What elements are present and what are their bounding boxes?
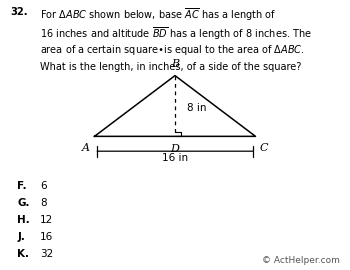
Text: 16: 16: [40, 232, 54, 242]
Text: 16 inches and altitude $\overline{BD}$ has a length of 8 inches. The: 16 inches and altitude $\overline{BD}$ h…: [40, 25, 312, 42]
Text: G.: G.: [18, 198, 30, 208]
Text: K.: K.: [18, 249, 29, 259]
Text: A: A: [82, 143, 90, 153]
Text: 8: 8: [40, 198, 47, 208]
Text: area of a certain square$\bullet$is equal to the area of $\mathit{\Delta}$$\math: area of a certain square$\bullet$is equa…: [40, 43, 305, 58]
Text: © ActHelper.com: © ActHelper.com: [262, 256, 340, 265]
Text: 32.: 32.: [10, 7, 28, 17]
Text: What is the length, in inches, of a side of the square?: What is the length, in inches, of a side…: [40, 62, 302, 72]
Text: H.: H.: [18, 215, 30, 225]
Text: 32: 32: [40, 249, 54, 259]
Text: 12: 12: [40, 215, 54, 225]
Text: 16 in: 16 in: [162, 153, 188, 163]
Text: D: D: [170, 144, 180, 154]
Text: F.: F.: [18, 181, 27, 191]
Text: 6: 6: [40, 181, 47, 191]
Text: J.: J.: [18, 232, 25, 242]
Text: For $\mathit{\Delta}$$\mathit{ABC}$ shown below, base $\overline{AC}$ has a leng: For $\mathit{\Delta}$$\mathit{ABC}$ show…: [40, 7, 276, 23]
Text: B: B: [171, 59, 179, 69]
Text: 8 in: 8 in: [187, 103, 207, 113]
Text: C: C: [260, 143, 268, 153]
